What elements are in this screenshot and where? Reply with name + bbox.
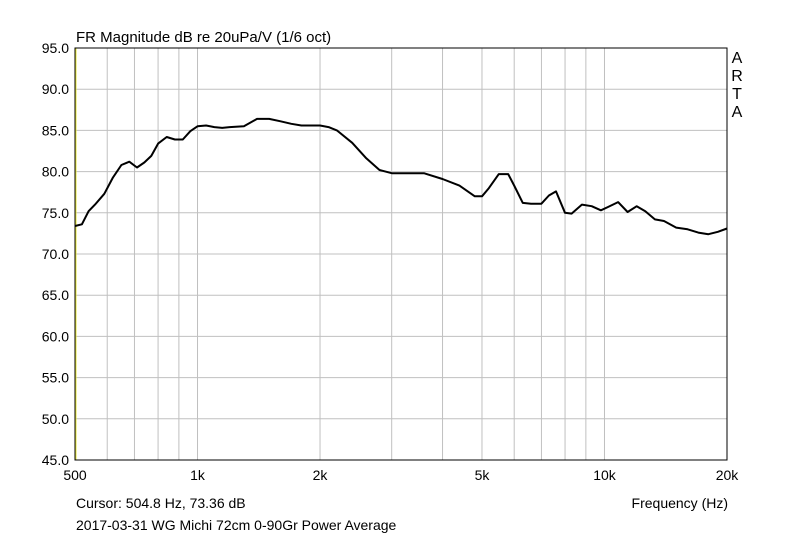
y-tick-label: 65.0 [42,287,69,303]
y-tick-label: 75.0 [42,205,69,221]
x-tick-label: 2k [313,467,329,483]
y-tick-label: 50.0 [42,411,69,427]
y-tick-label: 90.0 [42,81,69,97]
chart-caption: 2017-03-31 WG Michi 72cm 0-90Gr Power Av… [76,517,397,533]
x-axis-label: Frequency (Hz) [632,495,728,511]
grid-lines [74,47,728,461]
brand-letter: T [732,86,742,103]
plot-frame [74,47,728,461]
x-tick-label: 1k [190,467,206,483]
x-tick-label: 20k [716,467,740,483]
y-tick-label: 95.0 [42,40,69,56]
cursor-readout: Cursor: 504.8 Hz, 73.36 dB [76,495,246,511]
x-tick-label: 5k [475,467,491,483]
brand-letter: A [732,104,743,121]
x-axis-tick-labels: 500 1k 2k 5k 10k 20k [63,467,739,483]
y-axis-tick-labels: 45.0 50.0 55.0 60.0 65.0 70.0 75.0 80.0 85.0 90.0… [42,40,69,468]
y-tick-label: 60.0 [42,328,69,344]
y-tick-label: 85.0 [42,122,69,138]
brand-letter: R [731,68,743,85]
y-tick-label: 70.0 [42,246,69,262]
brand-letter: A [732,50,743,67]
y-tick-label: 45.0 [42,452,69,468]
y-tick-label: 55.0 [42,370,69,386]
x-tick-label: 10k [593,467,617,483]
x-tick-label: 500 [63,467,87,483]
response-curve [74,117,728,236]
chart-title: FR Magnitude dB re 20uPa/V (1/6 oct) [76,29,331,46]
y-tick-label: 80.0 [42,164,69,180]
